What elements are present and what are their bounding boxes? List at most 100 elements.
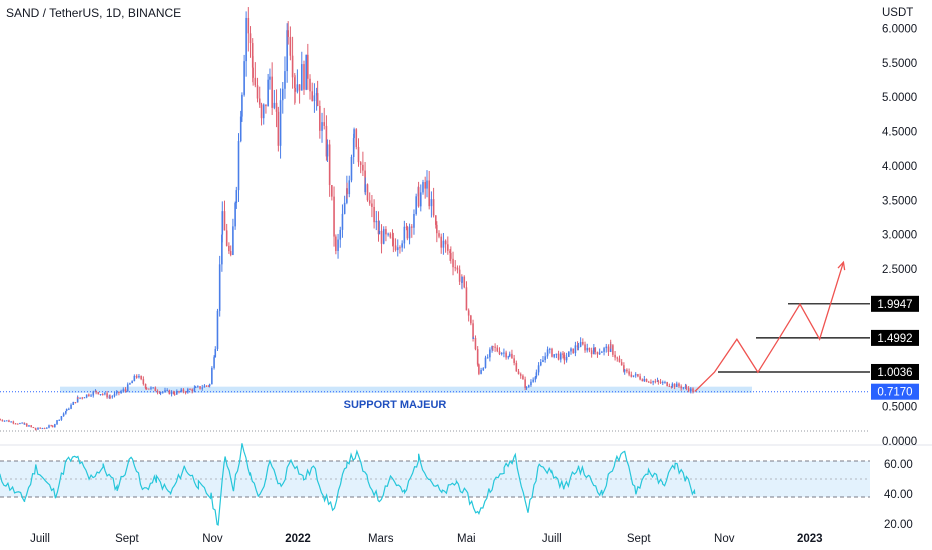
rsi-tick-label: 60.00 xyxy=(884,459,913,471)
candle-body xyxy=(515,362,518,372)
candle-body xyxy=(197,386,199,388)
candle-body xyxy=(166,390,168,392)
candle-body xyxy=(494,346,496,348)
candle-body xyxy=(444,240,447,245)
candle-body xyxy=(570,348,572,352)
candle-body xyxy=(23,423,26,425)
candle-body xyxy=(645,378,648,382)
candle-body xyxy=(221,211,224,235)
level-tag xyxy=(871,295,919,312)
candle-body xyxy=(496,347,499,352)
candle-body xyxy=(603,348,605,352)
candle-body xyxy=(287,30,289,37)
candle-body xyxy=(632,375,635,377)
candle-body xyxy=(37,427,39,430)
candle-body xyxy=(682,387,685,389)
candle-body xyxy=(480,370,482,374)
candle-body xyxy=(307,54,309,79)
price-tick-label: 2.5000 xyxy=(882,264,917,276)
last-price-tag xyxy=(871,383,919,400)
last-price-label: 0.7170 xyxy=(877,387,912,399)
candle-body xyxy=(331,185,333,197)
candle-body xyxy=(262,104,265,119)
candle-body xyxy=(60,416,63,420)
candle-body xyxy=(690,388,692,392)
candle-body xyxy=(111,396,114,398)
candle-body xyxy=(511,353,513,359)
candle-body xyxy=(131,381,133,384)
candle-body xyxy=(539,362,542,366)
candle-body xyxy=(168,390,171,395)
candle-body xyxy=(630,374,633,377)
candle-body xyxy=(88,394,90,396)
candle-body xyxy=(555,353,558,355)
level-tag-label: 1.4992 xyxy=(877,333,912,345)
candle-body xyxy=(275,102,278,112)
candle-body xyxy=(305,54,307,90)
candle-body xyxy=(273,102,276,108)
time-tick-label: 2022 xyxy=(285,533,311,545)
candle-body xyxy=(108,396,111,398)
candle-body xyxy=(243,61,245,95)
candle-body xyxy=(70,404,72,409)
candle-body xyxy=(159,392,162,394)
candle-body xyxy=(328,144,331,186)
candle-body xyxy=(628,371,630,375)
candle-body xyxy=(34,429,37,431)
candle-body xyxy=(657,380,660,382)
candle-body xyxy=(491,346,493,350)
candle-body xyxy=(639,376,641,380)
candle-body xyxy=(65,408,68,412)
candles-group xyxy=(0,7,694,431)
interval-label[interactable]: 1D xyxy=(105,6,122,20)
chart-title: SAND / TetherUS, 1D, BINANCE xyxy=(6,6,182,20)
candle-body xyxy=(311,91,314,102)
candle-body xyxy=(213,357,215,368)
time-tick-label: Nov xyxy=(714,533,735,545)
candle-body xyxy=(145,388,148,390)
candle-body xyxy=(333,196,335,237)
candle-body xyxy=(256,85,259,99)
candle-body xyxy=(579,342,582,347)
candle-body xyxy=(170,391,173,395)
candle-body xyxy=(118,391,120,393)
candle-body xyxy=(154,387,157,392)
candle-body xyxy=(598,352,601,355)
candle-body xyxy=(574,345,577,354)
candle-body xyxy=(394,245,397,251)
candle-body xyxy=(463,276,466,288)
candle-body xyxy=(124,389,127,392)
candle-body xyxy=(535,372,538,377)
candle-body xyxy=(346,188,348,195)
candle-body xyxy=(79,397,81,399)
price-tick-label: 0.5000 xyxy=(882,402,917,414)
candle-body xyxy=(664,382,666,384)
candle-body xyxy=(659,381,662,384)
candle-body xyxy=(25,423,28,427)
candle-body xyxy=(389,233,392,238)
candle-body xyxy=(472,337,475,339)
support-zone xyxy=(60,386,752,393)
candle-body xyxy=(5,420,8,422)
projection-arrowhead xyxy=(837,260,846,271)
candle-body xyxy=(419,192,422,207)
candle-body xyxy=(223,211,226,231)
candle-body xyxy=(315,93,318,96)
candle-body xyxy=(286,30,288,72)
candle-body xyxy=(140,375,142,380)
candle-body xyxy=(0,419,1,421)
symbol-label[interactable]: SAND / TetherUS xyxy=(6,6,100,20)
candle-body xyxy=(673,383,676,387)
candle-body xyxy=(191,389,194,392)
candle-body xyxy=(426,180,428,189)
candle-body xyxy=(513,358,515,363)
candle-body xyxy=(557,353,560,360)
candle-body xyxy=(438,233,440,237)
candle-body xyxy=(187,389,189,393)
candle-body xyxy=(568,351,570,357)
candle-body xyxy=(532,379,534,382)
candle-body xyxy=(413,213,415,228)
candle-body xyxy=(572,348,575,354)
candle-body xyxy=(300,64,303,91)
